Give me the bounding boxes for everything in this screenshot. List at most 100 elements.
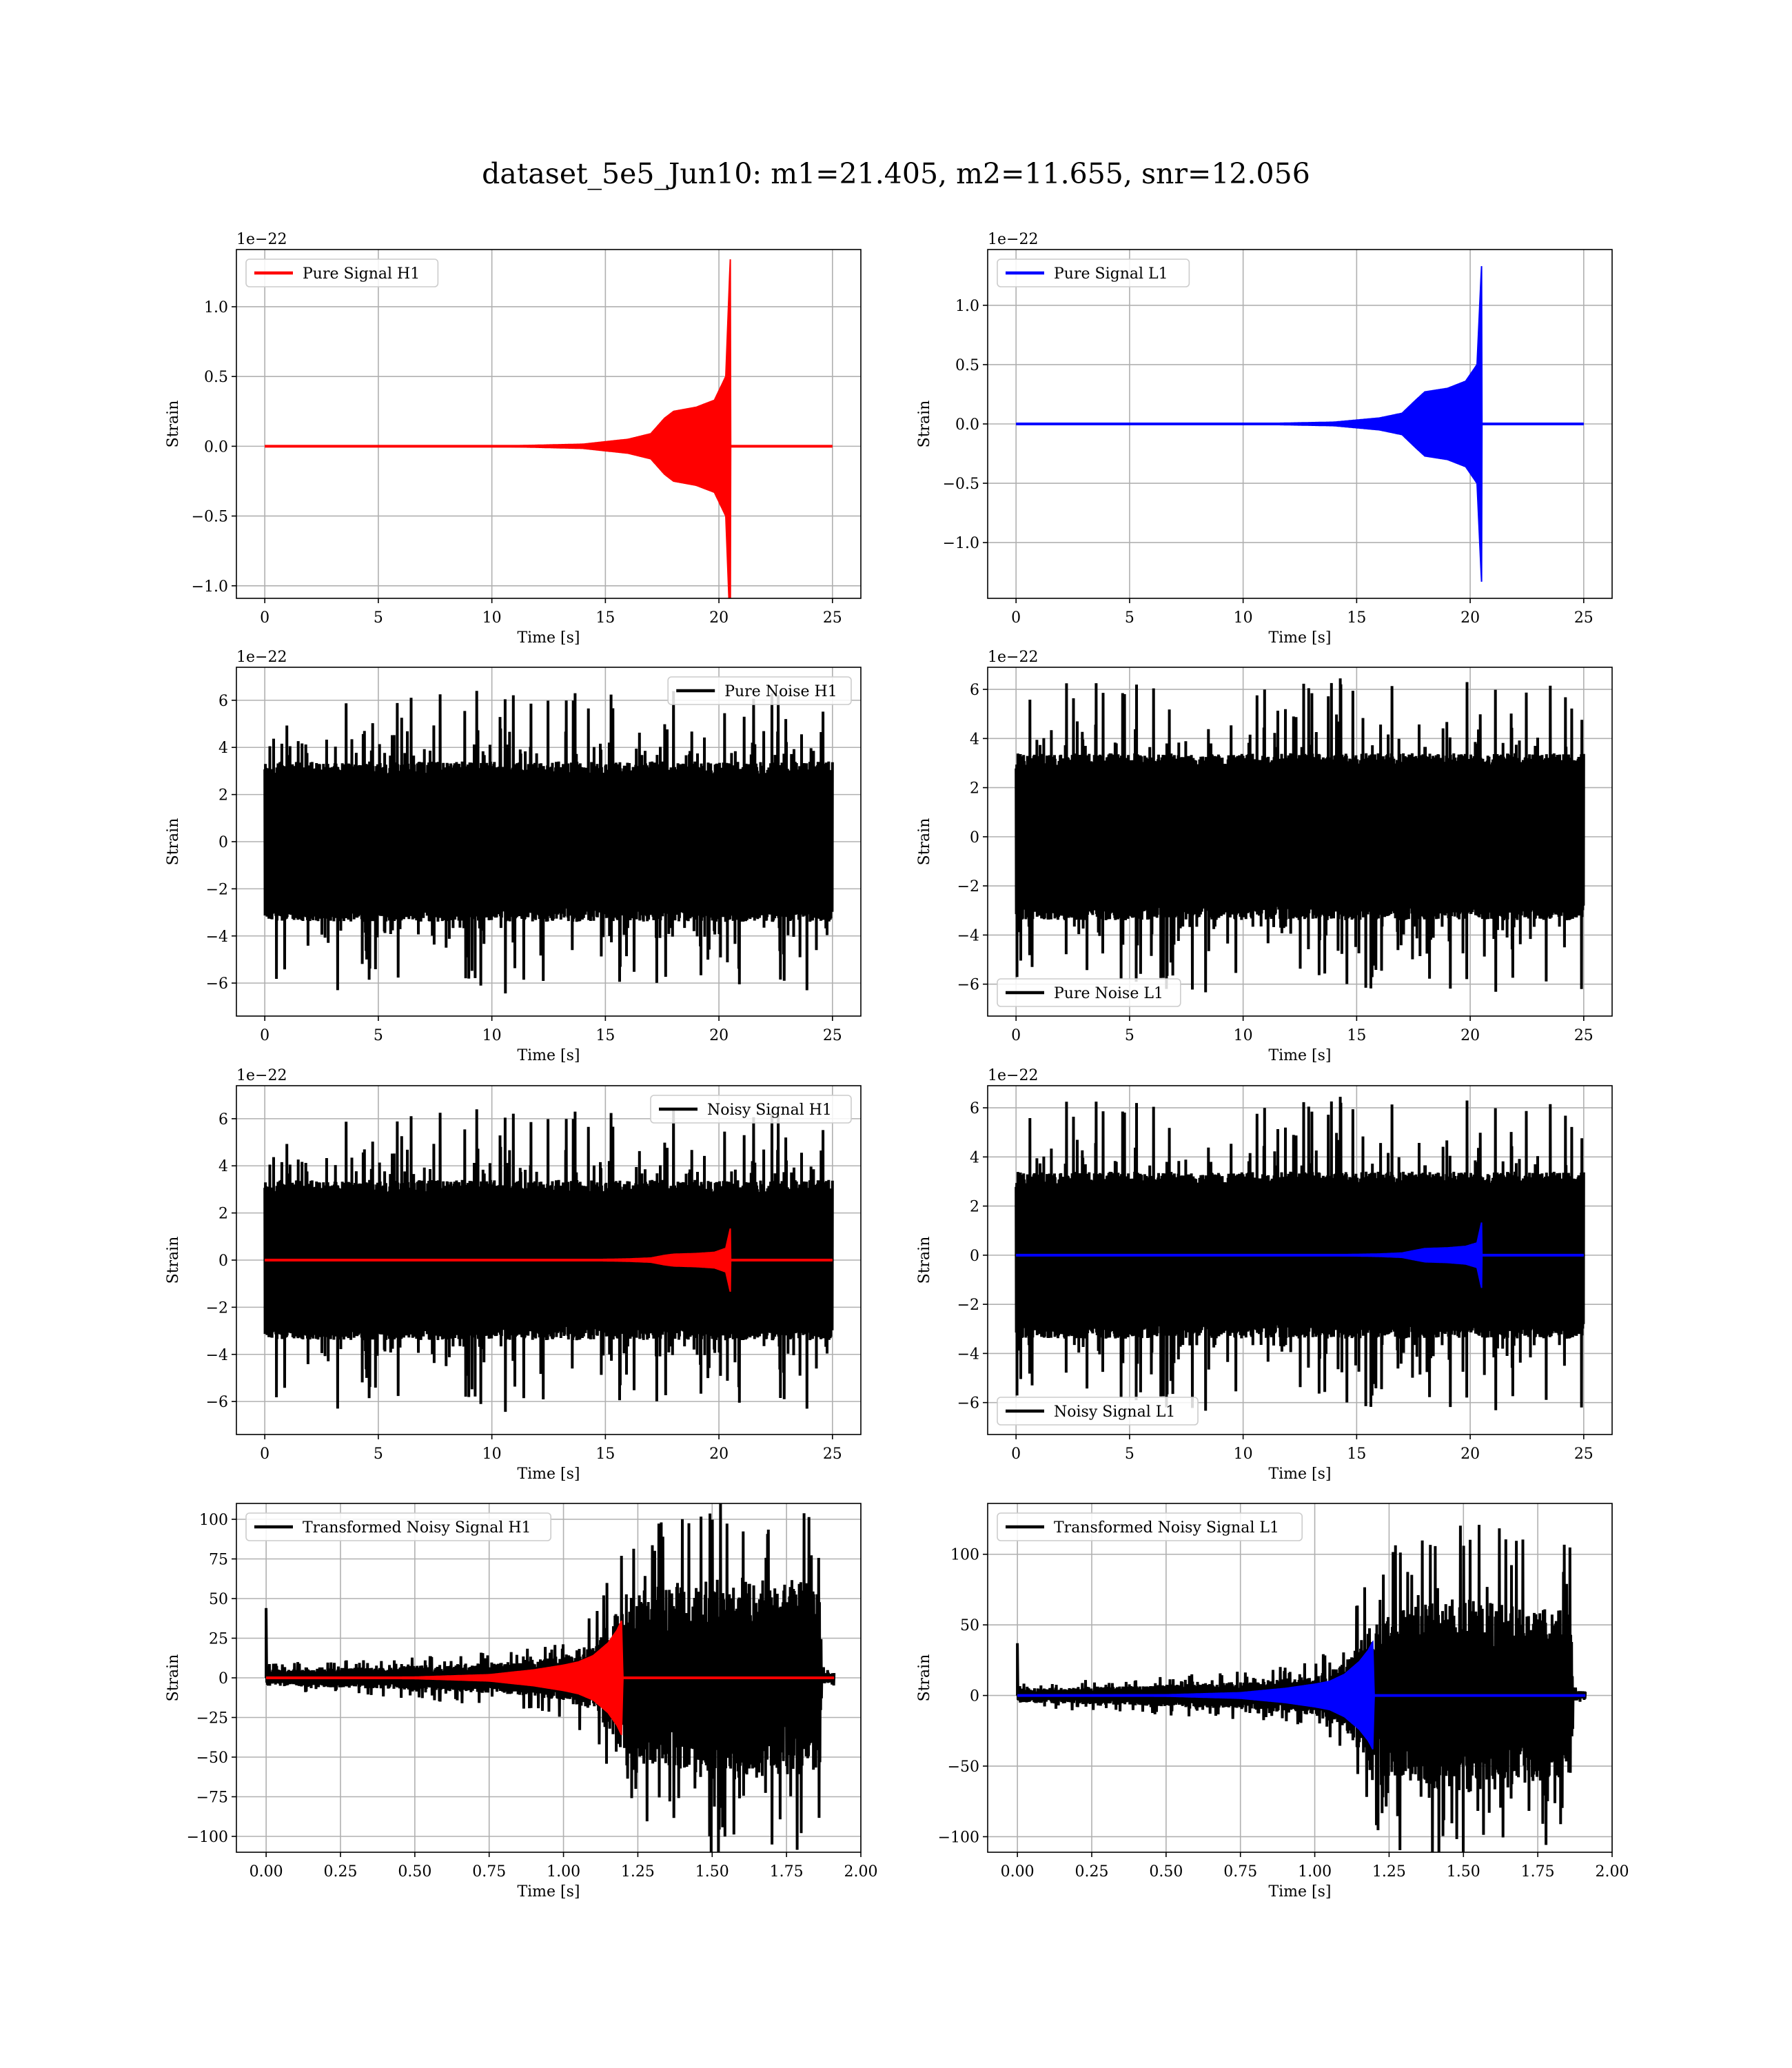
x-axis-label: Time [s] (1268, 1047, 1331, 1064)
x-tick-label: 5 (1125, 1446, 1134, 1463)
y-tick-label: −50 (948, 1758, 979, 1776)
x-tick-label: 15 (1347, 609, 1366, 627)
x-tick-label: 0.50 (398, 1863, 431, 1881)
series-noisy-signal-h1 (263, 1109, 834, 1412)
legend-label: Pure Noise H1 (724, 683, 837, 700)
x-axis-label: Time [s] (517, 1466, 580, 1483)
y-tick-label: −2 (206, 1299, 228, 1317)
x-tick-label: 0.25 (324, 1863, 358, 1881)
y-tick-label: −4 (206, 1347, 228, 1364)
legend-label: Transformed Noisy Signal L1 (1054, 1519, 1279, 1537)
y-tick-label: −100 (187, 1829, 228, 1846)
x-tick-label: 20 (709, 609, 729, 627)
x-tick-label: 15 (595, 1027, 615, 1044)
y-tick-label: 0.5 (955, 357, 979, 374)
y-tick-label: −100 (938, 1829, 979, 1846)
plot-area (263, 691, 834, 994)
y-tick-label: −1.0 (943, 535, 979, 552)
legend: Noisy Signal L1 (997, 1397, 1199, 1426)
legend-frame (245, 258, 439, 287)
x-tick-label: 10 (1234, 1446, 1253, 1463)
offset-text: 1e−22 (236, 649, 287, 666)
y-axis-label: Strain (165, 818, 182, 866)
legend-label: Noisy Signal H1 (707, 1102, 832, 1119)
x-axis-label: Time [s] (517, 1883, 580, 1900)
offset-text: 1e−22 (988, 231, 1038, 248)
legend-frame (997, 1397, 1199, 1426)
y-tick-label: 0.0 (204, 438, 228, 456)
y-axis-label: Strain (165, 1654, 182, 1702)
y-tick-label: 50 (960, 1617, 979, 1634)
y-tick-label: −25 (196, 1710, 228, 1727)
legend: Pure Noise H1 (667, 676, 852, 705)
x-tick-label: 25 (1574, 1446, 1594, 1463)
chart-pure-signal-h1: 0 5 10 15 20 25 1.0 0.5 0.0 −0.5 −1.0 Time [s] Strai… (165, 231, 862, 647)
x-tick-label: 5 (374, 1027, 383, 1044)
y-tick-label: −6 (957, 977, 979, 994)
x-tick-label: 20 (1460, 1027, 1480, 1044)
x-tick-label: 0 (260, 1027, 269, 1044)
legend-frame (245, 1512, 552, 1541)
x-tick-label: 15 (595, 609, 615, 627)
y-tick-label: −75 (196, 1790, 228, 1807)
x-axis-label: Time [s] (517, 1047, 580, 1064)
x-tick-label: 5 (374, 1446, 383, 1463)
x-tick-label: 1.25 (1372, 1863, 1406, 1881)
x-tick-label: 10 (1234, 1027, 1253, 1044)
x-tick-label: 10 (482, 609, 502, 627)
y-tick-label: 4 (970, 731, 979, 748)
y-tick-label: 6 (970, 682, 979, 699)
x-tick-label: 25 (1574, 1027, 1594, 1044)
x-tick-label: 20 (1460, 1446, 1480, 1463)
x-tick-label: 20 (709, 1027, 729, 1044)
y-tick-label: 0 (218, 834, 228, 851)
y-tick-label: 4 (218, 740, 228, 757)
x-axis-label: Time [s] (1268, 1466, 1331, 1483)
y-axis-label: Strain (916, 818, 933, 866)
legend: Pure Signal H1 (245, 258, 439, 287)
x-tick-label: 0.75 (472, 1863, 506, 1881)
y-tick-label: 4 (970, 1149, 979, 1166)
legend-frame (997, 1512, 1303, 1541)
x-tick-label: 0.00 (1001, 1863, 1035, 1881)
axes-frame (987, 1503, 1613, 1853)
x-tick-label: 25 (823, 1027, 842, 1044)
y-tick-label: 100 (950, 1547, 979, 1564)
legend: Pure Noise L1 (997, 978, 1181, 1007)
y-tick-label: −2 (206, 881, 228, 898)
x-tick-label: 1.00 (547, 1863, 580, 1881)
x-tick-label: 0 (1011, 1027, 1021, 1044)
x-tick-label: 2.00 (844, 1863, 878, 1881)
x-tick-label: 1.25 (621, 1863, 655, 1881)
x-axis-label: Time [s] (1268, 1883, 1331, 1900)
y-axis-label: Strain (916, 401, 933, 448)
offset-text: 1e−22 (988, 1067, 1038, 1084)
plot-area (263, 1109, 834, 1412)
legend: Noisy Signal H1 (650, 1095, 852, 1124)
y-tick-label: 0.5 (204, 369, 228, 386)
y-tick-label: −50 (196, 1750, 228, 1767)
x-tick-label: 25 (823, 609, 842, 627)
y-tick-label: 2 (218, 1206, 228, 1223)
y-tick-label: −4 (957, 1346, 979, 1363)
y-tick-label: 6 (970, 1100, 979, 1117)
x-tick-label: 0 (1011, 1446, 1021, 1463)
legend-label: Pure Signal H1 (303, 265, 420, 283)
x-tick-label: 15 (595, 1446, 615, 1463)
y-axis-label: Strain (916, 1237, 933, 1284)
axes-frame (987, 1085, 1613, 1435)
y-tick-label: 0.0 (955, 416, 979, 434)
x-tick-label: 20 (1460, 609, 1480, 627)
x-tick-label: 5 (1125, 609, 1134, 627)
x-tick-label: 0 (260, 1446, 269, 1463)
y-tick-label: −2 (957, 1297, 979, 1314)
legend-label: Noisy Signal L1 (1054, 1403, 1175, 1421)
x-tick-label: 0 (260, 609, 269, 627)
y-axis-label: Strain (165, 401, 182, 448)
legend: Transformed Noisy Signal L1 (997, 1512, 1303, 1541)
plot-area (265, 1503, 836, 1852)
x-tick-label: 15 (1347, 1027, 1366, 1044)
y-tick-label: −4 (206, 929, 228, 946)
plot-area (265, 259, 833, 598)
